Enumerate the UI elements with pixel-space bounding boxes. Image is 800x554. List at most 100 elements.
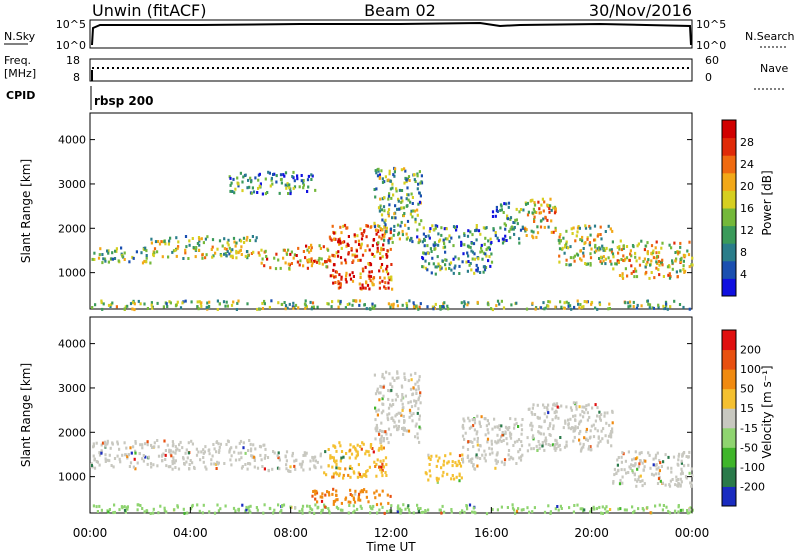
- data-cell: [297, 246, 300, 250]
- data-cell: [312, 458, 315, 462]
- data-cell: [545, 439, 548, 442]
- data-cell: [486, 440, 489, 444]
- data-cell: [400, 508, 403, 512]
- data-cell: [202, 503, 205, 507]
- data-cell: [261, 307, 264, 310]
- data-cell: [368, 287, 371, 291]
- data-cell: [331, 492, 334, 496]
- data-cell: [469, 230, 472, 234]
- data-cell: [567, 301, 570, 305]
- data-cell: [467, 416, 470, 420]
- data-cell: [443, 242, 446, 246]
- data-cell: [442, 238, 445, 242]
- data-cell: [578, 306, 581, 310]
- data-cell: [538, 416, 541, 420]
- data-cell: [689, 506, 692, 510]
- data-cell: [311, 455, 314, 459]
- data-cell: [463, 300, 466, 304]
- data-cell: [507, 449, 511, 452]
- data-cell: [228, 246, 231, 250]
- data-cell: [569, 427, 573, 431]
- data-cell: [543, 405, 546, 409]
- data-cell: [141, 457, 144, 461]
- data-cell: [311, 261, 314, 265]
- data-cell: [181, 446, 184, 450]
- data-cell: [554, 442, 557, 446]
- y-tick-label: 4000: [58, 338, 86, 351]
- data-cell: [314, 492, 317, 496]
- data-cell: [338, 441, 341, 445]
- data-cell: [598, 415, 601, 419]
- data-cell: [670, 246, 673, 250]
- data-cell: [643, 465, 646, 469]
- data-cell: [532, 207, 535, 211]
- data-cell: [653, 276, 656, 280]
- data-cell: [249, 504, 252, 508]
- data-cell: [376, 458, 379, 462]
- data-cell: [294, 303, 298, 307]
- data-cell: [181, 301, 184, 305]
- data-cell: [477, 257, 480, 261]
- data-cell: [455, 225, 458, 229]
- data-cell: [636, 479, 639, 483]
- data-cell: [290, 250, 293, 254]
- data-cell: [590, 247, 593, 251]
- data-cell: [642, 468, 645, 472]
- data-cell: [532, 434, 535, 438]
- data-cell: [575, 401, 578, 405]
- data-cell: [326, 302, 329, 306]
- data-cell: [318, 256, 321, 260]
- data-cell: [407, 429, 411, 433]
- data-cell: [159, 504, 162, 508]
- data-cell: [644, 244, 647, 248]
- data-cell: [322, 245, 325, 249]
- data-cell: [335, 459, 338, 463]
- data-cell: [355, 254, 359, 258]
- data-cell: [227, 243, 230, 247]
- data-cell: [565, 263, 568, 267]
- data-cell: [439, 508, 442, 512]
- data-cell: [503, 202, 506, 206]
- data-cell: [343, 240, 346, 244]
- data-cell: [579, 442, 582, 446]
- data-cell: [485, 424, 488, 428]
- data-cell: [550, 219, 553, 223]
- data-cell: [490, 307, 493, 311]
- data-cell: [648, 306, 651, 310]
- data-cell: [471, 510, 474, 514]
- data-cell: [393, 379, 396, 382]
- data-cell: [291, 175, 294, 178]
- data-cell: [482, 251, 485, 255]
- data-cell: [197, 450, 200, 454]
- data-cell: [376, 249, 380, 253]
- data-cell: [530, 428, 533, 432]
- colorbar-tick-label: 8: [740, 246, 747, 259]
- data-cell: [202, 456, 205, 459]
- data-cell: [656, 482, 660, 485]
- data-cell: [462, 417, 465, 421]
- data-cell: [393, 170, 396, 174]
- data-cell: [240, 456, 243, 460]
- data-cell: [169, 452, 172, 456]
- data-cell: [470, 241, 473, 245]
- data-cell: [397, 425, 400, 428]
- data-cell: [588, 415, 591, 419]
- data-cell: [605, 510, 608, 514]
- data-cell: [584, 224, 587, 228]
- data-cell: [382, 205, 386, 209]
- data-cell: [273, 451, 276, 455]
- data-cell: [407, 198, 410, 202]
- data-cell: [208, 452, 211, 456]
- data-cell: [339, 239, 342, 243]
- data-cell: [645, 270, 648, 274]
- data-cell: [652, 306, 655, 310]
- data-cell: [535, 235, 538, 239]
- data-cell: [416, 187, 419, 191]
- data-cell: [286, 182, 289, 186]
- data-cell: [118, 457, 121, 461]
- data-cell: [650, 244, 654, 248]
- data-cell: [600, 511, 603, 515]
- data-cell: [412, 305, 416, 309]
- colorbar-tick-label: 12: [740, 224, 754, 237]
- data-cell: [473, 421, 477, 425]
